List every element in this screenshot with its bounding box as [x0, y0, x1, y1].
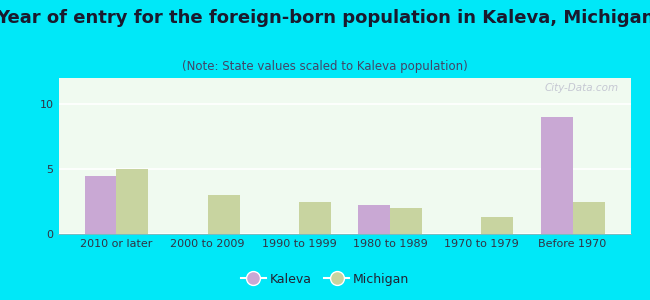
- Bar: [358, 206, 390, 234]
- Bar: [207, 195, 240, 234]
- Bar: [573, 202, 604, 234]
- Bar: [116, 169, 148, 234]
- Bar: [299, 202, 331, 234]
- Bar: [84, 176, 116, 234]
- Bar: [482, 217, 514, 234]
- Bar: [390, 208, 422, 234]
- Text: (Note: State values scaled to Kaleva population): (Note: State values scaled to Kaleva pop…: [182, 60, 468, 73]
- Text: Year of entry for the foreign-born population in Kaleva, Michigan: Year of entry for the foreign-born popul…: [0, 9, 650, 27]
- Legend: Kaleva, Michigan: Kaleva, Michigan: [236, 268, 414, 291]
- Text: City-Data.com: City-Data.com: [545, 83, 619, 93]
- Bar: [541, 117, 573, 234]
